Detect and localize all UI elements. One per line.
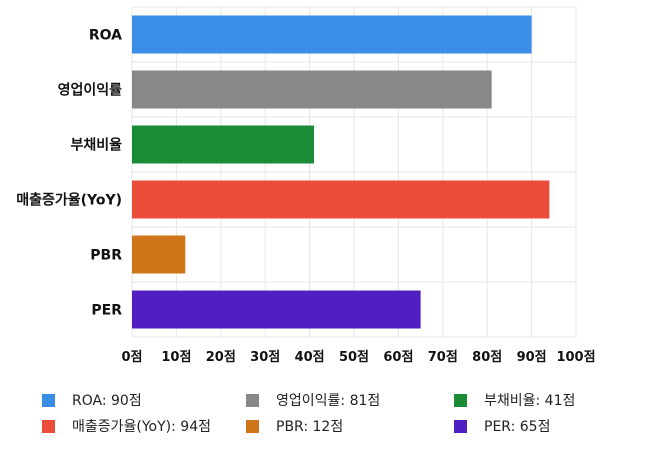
legend-label: 매출증가율(YoY): 94점 [72, 419, 211, 435]
x-tick-label: 60점 [383, 350, 413, 365]
bar [132, 180, 550, 219]
bar [132, 15, 532, 54]
x-tick-label: 10점 [161, 350, 191, 365]
x-tick-label: 50점 [339, 350, 369, 365]
x-tick-label: 20점 [206, 350, 236, 365]
legend-label: PBR: 12점 [276, 419, 344, 435]
category-label: PBR [90, 248, 122, 264]
legend-swatch [42, 419, 55, 433]
x-tick-label: 0점 [121, 350, 142, 365]
x-tick-label: 40점 [295, 350, 325, 365]
x-tick-label: 80점 [472, 350, 502, 365]
legend-label: ROA: 90점 [72, 393, 142, 409]
bar [132, 70, 492, 109]
legend-item[interactable]: PBR: 12점 [246, 416, 343, 436]
grid-lines [131, 6, 577, 338]
legend-item[interactable]: 영업이익률: 81점 [246, 390, 380, 410]
x-tick-label: 30점 [250, 350, 280, 365]
category-label: 매출증가율(YoY) [16, 192, 122, 209]
legend-item[interactable]: 부채비율: 41점 [454, 390, 575, 410]
x-tick-label: 70점 [428, 350, 458, 365]
legend-label: 영업이익률: 81점 [276, 393, 381, 409]
legend-item[interactable]: ROA: 90점 [42, 390, 142, 410]
legend-swatch [42, 393, 55, 407]
category-label: PER [91, 303, 122, 319]
bar [132, 290, 421, 329]
legend-swatch [246, 419, 259, 433]
category-label: 부채비율 [70, 137, 122, 154]
bar [132, 235, 186, 274]
x-tick-label: 90점 [517, 350, 547, 365]
category-label: 영업이익률 [58, 82, 123, 99]
legend-swatch [454, 393, 467, 407]
legend-swatch [454, 419, 467, 433]
x-tick-label: 100점 [556, 350, 595, 365]
category-label: ROA [89, 28, 122, 44]
legend-item[interactable]: 매출증가율(YoY): 94점 [42, 416, 211, 436]
x-tick-labels: 0점 10점 20점 30점 40점 50점 60점 70점 80점 90점 100점 [121, 350, 595, 365]
bar [132, 125, 315, 164]
bars [132, 15, 550, 329]
legend-item[interactable]: PER: 65점 [454, 416, 550, 436]
legend-label: 부채비율: 41점 [484, 393, 576, 409]
legend-swatch [246, 393, 259, 407]
legend-label: PER: 65점 [484, 419, 551, 435]
